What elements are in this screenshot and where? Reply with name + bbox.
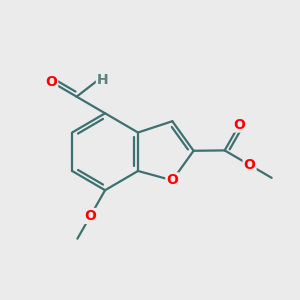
Text: O: O bbox=[167, 173, 178, 187]
Text: O: O bbox=[45, 75, 57, 89]
Text: O: O bbox=[233, 118, 245, 131]
Text: O: O bbox=[84, 209, 96, 223]
Text: H: H bbox=[97, 73, 109, 87]
Text: O: O bbox=[244, 158, 256, 172]
